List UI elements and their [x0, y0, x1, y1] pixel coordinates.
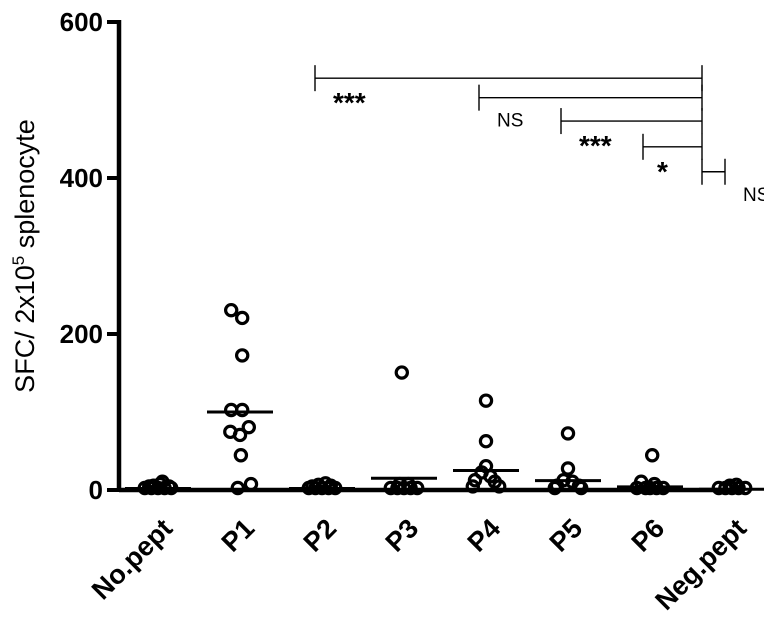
- y-tick-label: 400: [60, 163, 103, 193]
- significance-label: *: [657, 156, 668, 187]
- data-point: [478, 434, 494, 449]
- y-tick-label: 600: [60, 7, 103, 37]
- data-point: [547, 480, 563, 496]
- significance-label: NS: [497, 111, 523, 132]
- significance-label: NS: [743, 185, 764, 206]
- data-group-p1: [207, 302, 273, 496]
- x-tick-label: P3: [380, 513, 425, 558]
- data-group-neg-pept: [699, 477, 764, 496]
- x-tick-label: No.pept: [86, 513, 178, 605]
- data-point: [234, 348, 250, 363]
- data-point: [465, 479, 480, 494]
- data-group-p2: [289, 476, 355, 496]
- data-point: [230, 480, 245, 496]
- significance-bracket: NS: [701, 158, 764, 206]
- data-point: [645, 448, 660, 463]
- x-tick-label: P6: [626, 513, 671, 558]
- data-group-p4: [453, 393, 519, 494]
- data-point: [305, 479, 320, 494]
- data-point: [241, 419, 256, 435]
- data-point: [722, 478, 738, 493]
- data-point: [560, 426, 576, 441]
- y-tick-label: 0: [89, 475, 103, 505]
- significance-label: ***: [333, 87, 366, 118]
- significance-bracket: NS: [478, 84, 703, 132]
- data-point: [560, 461, 576, 476]
- data-group-no-pept: [125, 474, 191, 496]
- significance-bracket: *: [642, 133, 703, 187]
- data-point: [232, 427, 248, 443]
- y-axis-label: SFC/ 2x105 splenocyte: [9, 119, 40, 393]
- data-point: [574, 480, 589, 496]
- x-tick-label: Neg.pept: [649, 513, 752, 616]
- data-point: [233, 448, 249, 463]
- data-point: [234, 310, 250, 326]
- x-tick-label: P5: [544, 513, 589, 558]
- significance-label: ***: [579, 130, 612, 161]
- significance-bracket: ***: [560, 108, 703, 161]
- data-point: [141, 479, 157, 494]
- data-point: [161, 479, 177, 494]
- data-point: [394, 365, 409, 380]
- x-tick-label: P2: [298, 513, 343, 558]
- data-group-p3: [371, 365, 437, 496]
- data-group-p5: [535, 426, 601, 496]
- data-point: [323, 478, 338, 493]
- data-point: [243, 476, 259, 492]
- data-group-p6: [617, 448, 683, 496]
- significance-bracket: ***: [314, 65, 703, 118]
- x-tick-label: P4: [462, 513, 507, 558]
- data-point: [234, 402, 250, 418]
- data-point: [223, 302, 239, 318]
- data-point: [492, 479, 507, 494]
- data-point: [478, 393, 494, 408]
- x-tick-label: P1: [216, 513, 261, 558]
- y-tick-label: 200: [60, 319, 103, 349]
